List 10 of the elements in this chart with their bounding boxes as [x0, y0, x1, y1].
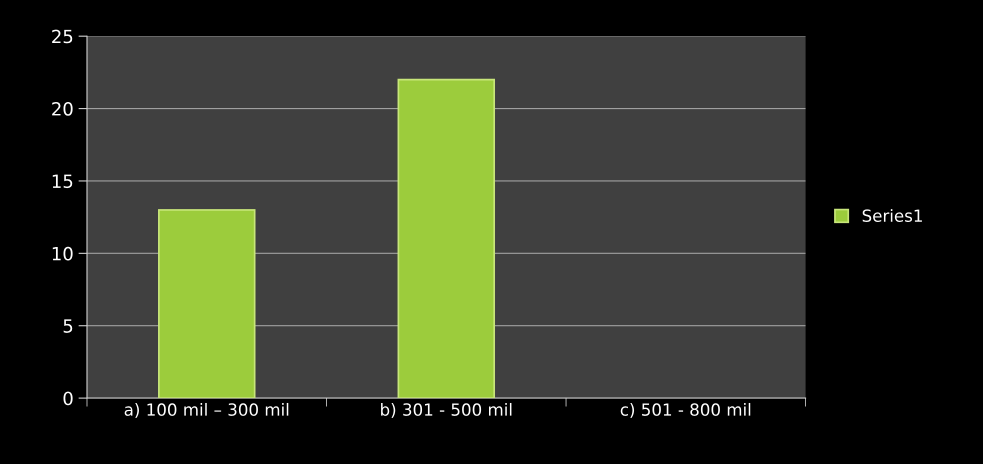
legend-label: Series1 [862, 209, 922, 222]
y-tick-label: 20 [52, 102, 73, 116]
y-tick-label: 10 [52, 246, 73, 260]
x-tick-label: c) 501 - 800 mil [620, 402, 750, 418]
y-tick-label: 5 [64, 319, 72, 333]
y-tick-label: 0 [64, 392, 73, 406]
y-tick-label: 15 [52, 174, 72, 188]
y-tick-label: 25 [52, 30, 72, 44]
x-tick-label: b) 301 - 500 mil [381, 402, 512, 418]
x-tick-label: a) 100 mil – 300 mil [124, 402, 288, 418]
